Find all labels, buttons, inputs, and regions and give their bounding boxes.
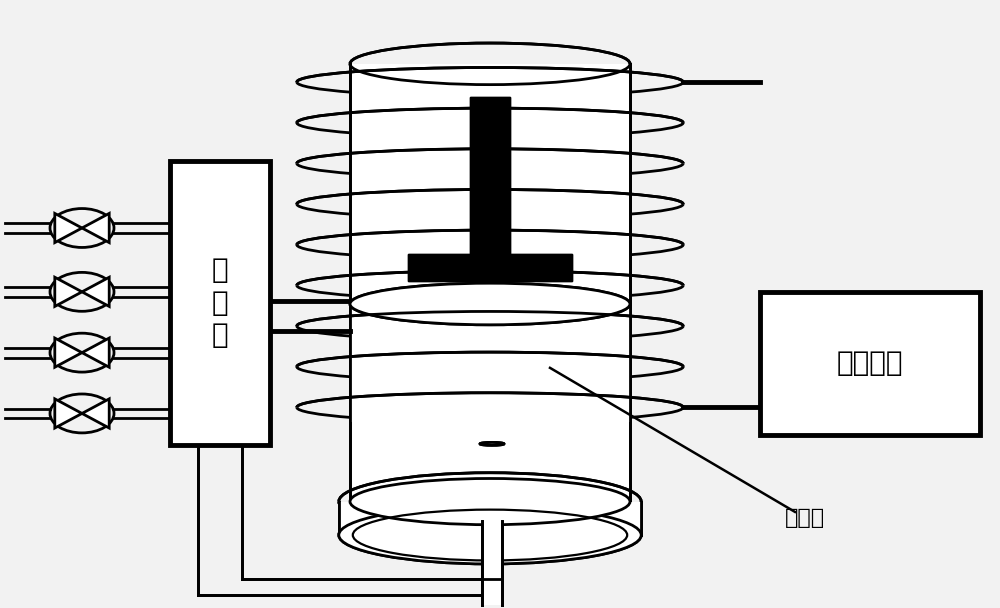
Text: 混
气
室: 混 气 室 — [212, 257, 228, 349]
Bar — [350, 67, 630, 422]
Polygon shape — [55, 213, 82, 243]
Polygon shape — [82, 277, 109, 306]
Bar — [350, 67, 630, 422]
Polygon shape — [408, 97, 572, 281]
Bar — [170, 161, 270, 445]
Ellipse shape — [480, 443, 504, 445]
Ellipse shape — [480, 443, 504, 445]
Polygon shape — [55, 338, 82, 367]
Polygon shape — [55, 399, 82, 428]
Polygon shape — [408, 97, 572, 281]
Text: 样品台: 样品台 — [785, 508, 825, 528]
Ellipse shape — [339, 506, 641, 564]
Bar — [350, 304, 630, 502]
Polygon shape — [55, 277, 82, 306]
Ellipse shape — [350, 283, 630, 325]
Ellipse shape — [350, 478, 630, 525]
Bar — [482, 502, 502, 605]
Text: 加热电源: 加热电源 — [837, 349, 903, 378]
Bar — [482, 520, 502, 605]
Polygon shape — [82, 399, 109, 428]
Bar — [339, 502, 641, 535]
Polygon shape — [82, 213, 109, 243]
Ellipse shape — [350, 283, 630, 325]
Ellipse shape — [339, 506, 641, 564]
Polygon shape — [82, 338, 109, 367]
Bar — [760, 292, 980, 435]
Bar — [350, 64, 630, 304]
